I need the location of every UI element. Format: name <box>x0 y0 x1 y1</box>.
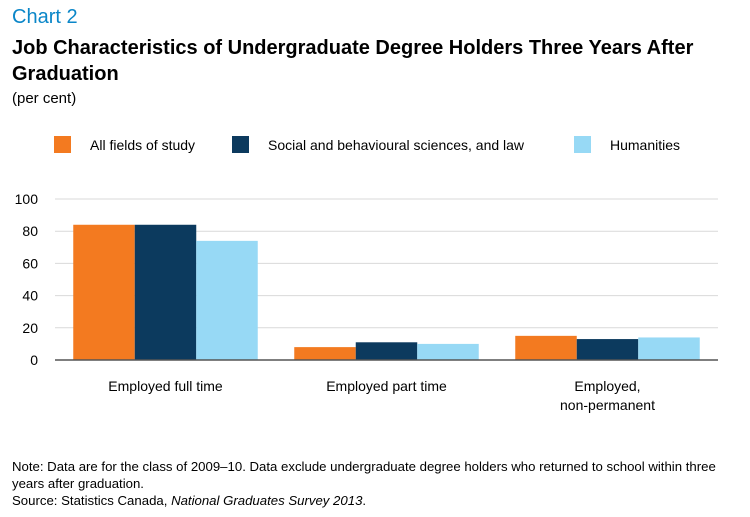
bar <box>417 343 479 360</box>
bar <box>355 342 418 360</box>
legend-item-all-fields: All fields of study <box>54 136 195 153</box>
bar <box>638 337 700 360</box>
legend-swatch-humanities <box>574 136 591 153</box>
source-title: National Graduates Survey 2013 <box>171 493 363 508</box>
source-prefix: Source: Statistics Canada, <box>12 493 172 508</box>
legend-item-social-sciences: Social and behavioural sciences, and law <box>232 136 524 153</box>
chart-number-label: Chart 2 <box>12 6 78 28</box>
bar <box>134 224 197 360</box>
bar <box>515 335 577 360</box>
legend-label-humanities: Humanities <box>610 136 681 153</box>
legend-label-all-fields: All fields of study <box>90 136 196 153</box>
notes: Note: Data are for the class of 2009–10.… <box>12 458 750 509</box>
bar <box>196 240 258 360</box>
y-tick-label: 0 <box>30 352 38 368</box>
y-tick-label: 20 <box>22 320 38 336</box>
bar-chart-plot: 0 20 40 60 80 100 Employed full time Employed p… <box>15 191 718 413</box>
y-tick-label: 60 <box>22 255 38 271</box>
bar <box>294 347 356 360</box>
chart-subtitle: (per cent) <box>12 90 77 107</box>
legend-item-humanities: Humanities <box>574 136 680 153</box>
y-tick-label: 100 <box>15 191 39 207</box>
source-suffix: . <box>362 493 367 508</box>
legend-label-social-sciences: Social and behavioural sciences, and law <box>268 136 525 153</box>
y-tick-label: 80 <box>22 223 38 239</box>
bar <box>576 339 639 360</box>
legend-swatch-all-fields <box>54 136 71 153</box>
chart-title: Job Characteristics of Undergraduate Deg… <box>12 37 694 85</box>
x-tick-label: Employed part time <box>326 378 447 394</box>
note-text: Note: Data are for the class of 2009–10.… <box>12 459 716 491</box>
x-tick-label: Employed, <box>574 378 640 394</box>
x-tick-label: non-permanent <box>560 397 655 413</box>
x-tick-label: Employed full time <box>108 378 223 394</box>
legend-swatch-social-sciences <box>232 136 249 153</box>
y-tick-label: 40 <box>22 288 38 304</box>
bar <box>73 224 135 360</box>
source-line: Source: Statistics Canada, National Grad… <box>12 492 750 509</box>
legend: All fields of study Social and behaviour… <box>0 136 750 162</box>
